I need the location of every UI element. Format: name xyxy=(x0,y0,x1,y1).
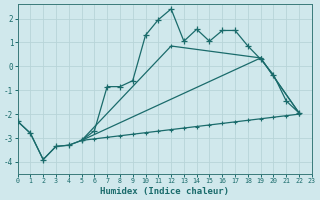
X-axis label: Humidex (Indice chaleur): Humidex (Indice chaleur) xyxy=(100,187,229,196)
